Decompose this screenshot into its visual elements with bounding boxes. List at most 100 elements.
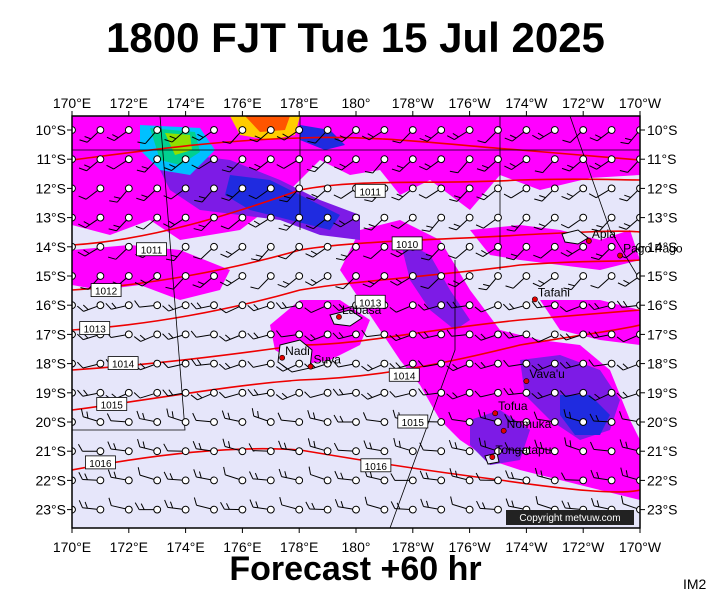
wind-barb — [106, 155, 133, 170]
wind-barb — [72, 155, 76, 173]
wind-barb — [163, 443, 190, 456]
lat-tick-left: 11°S — [37, 151, 66, 167]
wind-barb — [72, 126, 76, 145]
wind-barb — [251, 408, 275, 426]
isobar-label-box — [391, 236, 423, 251]
wind-barb — [476, 184, 502, 201]
wind-barb — [560, 242, 588, 257]
wind-barb — [389, 330, 417, 342]
wind-barb — [306, 155, 332, 173]
wind-barb — [534, 155, 559, 174]
wind-barb — [165, 272, 190, 290]
wind-barb — [221, 184, 247, 201]
wind-barb — [163, 471, 190, 485]
wind-barb — [390, 272, 417, 286]
wind-barb — [305, 501, 332, 514]
lon-tick-labels-top: 170°E 172°E 174°E 176°E 178°E 180° 178°W 176°W 1… — [53, 95, 662, 116]
lat-tick-labels-right: 10°S 11°S 12°S 13°S 14°S 15°S 16°S 17°S 18°S 19°S… — [640, 122, 678, 518]
wind-barb — [620, 495, 640, 514]
wind-barb — [533, 411, 559, 426]
wind-barb — [77, 443, 105, 456]
wind-barb — [248, 155, 275, 171]
wind-barb — [504, 442, 531, 456]
place-dot — [489, 454, 496, 460]
wind-barb — [78, 472, 105, 485]
wind-barb — [192, 412, 218, 426]
isobar-label: 1011 — [359, 187, 381, 198]
wind-barb — [531, 359, 559, 371]
lat-tick-right: 14°S — [647, 239, 678, 255]
isobar-label-box — [85, 455, 116, 470]
lon-tick-top: 172°E — [110, 95, 148, 111]
wind-barb — [417, 330, 446, 339]
wind-barb — [304, 388, 332, 398]
wind-barb — [504, 155, 531, 170]
isobar-label: 1013 — [84, 325, 107, 336]
wind-barb — [248, 184, 275, 200]
wind-barb — [193, 497, 218, 514]
wind-barb — [588, 359, 616, 368]
wind-barb — [531, 301, 559, 310]
wind-barb — [333, 414, 360, 426]
islands — [277, 229, 589, 465]
lat-tick-right: 21°S — [647, 443, 678, 459]
wind-barb — [107, 441, 133, 456]
isobar-label-box — [79, 321, 111, 335]
image-tag: IM2 — [683, 576, 707, 592]
wind-barb — [276, 126, 304, 141]
wind-barb — [589, 126, 616, 142]
wind-barb — [247, 330, 275, 340]
wind-barb — [72, 272, 76, 287]
wind-barb — [72, 388, 76, 399]
wind-barb — [106, 413, 133, 426]
wind-barb — [276, 359, 304, 372]
wind-barb — [419, 155, 446, 171]
lon-tick-top: 174°E — [166, 95, 204, 111]
wind-barb — [449, 468, 474, 485]
lon-tick-bottom: 178°E — [280, 539, 318, 555]
lat-tick-right: 11°S — [647, 151, 676, 167]
place-label: Nomuka — [507, 417, 552, 431]
place-label: Nadi — [285, 344, 310, 358]
lat-tick-left: 21°S — [35, 443, 66, 459]
wind-barb — [478, 272, 502, 291]
lon-tick-top: 178°W — [392, 95, 435, 111]
wind-barb — [420, 242, 446, 261]
wind-barb — [162, 301, 190, 312]
forecast-hour: Forecast +60 hr — [229, 550, 482, 588]
wind-barb — [503, 359, 531, 368]
wind-barb — [390, 473, 417, 485]
wind-barb — [105, 330, 133, 339]
wind-barb — [475, 472, 502, 485]
isobar-label-box — [96, 397, 128, 411]
wind-barb — [78, 184, 105, 200]
wind-barb — [278, 468, 304, 485]
place-label: Tafahi — [538, 285, 570, 299]
wind-barb — [306, 184, 332, 201]
wind-barb — [77, 388, 105, 397]
wind-barb — [194, 184, 218, 203]
wind-barb — [277, 272, 304, 288]
place-dot — [500, 427, 507, 434]
wind-barb — [192, 272, 218, 289]
wind-barb — [559, 301, 588, 313]
wind-barb — [190, 301, 218, 310]
wind-barb — [221, 155, 247, 173]
place-dot — [492, 410, 499, 417]
wind-barb — [136, 184, 162, 202]
wind-barb — [190, 358, 218, 368]
wind-barb — [447, 272, 474, 288]
wind-barb — [334, 499, 360, 514]
wind-barb — [333, 442, 360, 456]
wind-barb — [474, 301, 502, 313]
wind-barb — [247, 388, 275, 397]
wind-barb — [223, 466, 247, 485]
wind-barb — [420, 272, 446, 289]
wind-barb — [563, 409, 588, 426]
wind-barb — [305, 213, 332, 230]
copyright-text: Copyright metvuw.com — [519, 513, 620, 524]
lon-tick-bottom: 174°W — [505, 539, 548, 555]
wind-barbs — [72, 126, 640, 514]
wind-barb — [72, 184, 76, 202]
wind-barb — [620, 126, 640, 145]
